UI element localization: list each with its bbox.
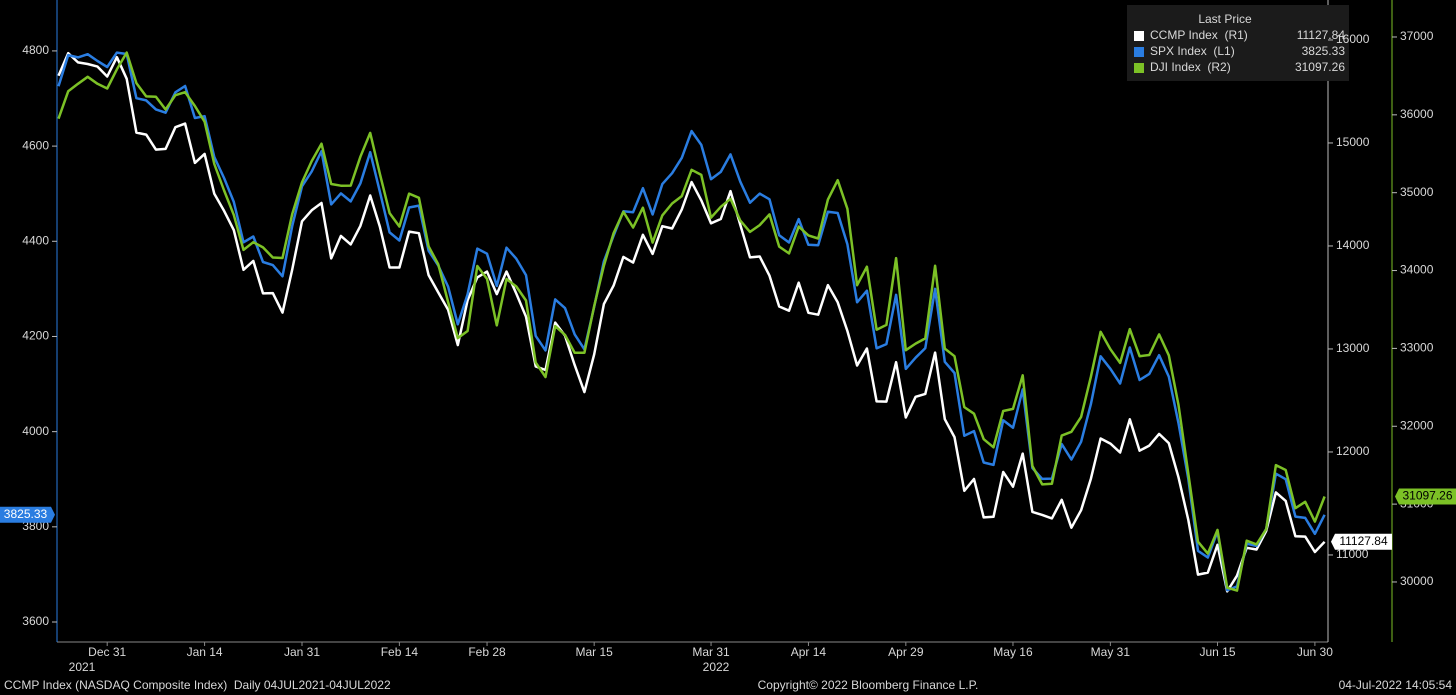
y2-tick-label: 11000 (1336, 547, 1369, 561)
series-line (57, 51, 1326, 593)
legend-title: Last Price (1198, 12, 1252, 26)
x-tick-label: Apr 14 (791, 645, 827, 659)
y2-tick-label: 12000 (1336, 444, 1370, 458)
y3-tick-label: 35000 (1400, 185, 1434, 199)
legend-value: 31097.26 (1295, 60, 1345, 74)
y-tick-label: 4200 (22, 329, 49, 343)
y2-tick-label: 14000 (1336, 238, 1370, 252)
series-line (57, 51, 1326, 592)
y-tick-label: 4000 (22, 424, 49, 438)
footer-left: CCMP Index (NASDAQ Composite Index) Dail… (4, 678, 391, 692)
last-price-tag (1395, 488, 1456, 505)
last-price-label: 11127.84 (1339, 534, 1388, 548)
footer-center: Copyright© 2022 Bloomberg Finance L.P. (758, 678, 979, 692)
legend-swatch (1134, 63, 1144, 73)
legend-label: CCMP Index (R1) (1150, 28, 1248, 42)
last-price-tag (1331, 533, 1392, 550)
legend-box (1127, 5, 1349, 81)
y-tick-label: 4400 (22, 233, 49, 247)
x-tick-label: Jun 30 (1297, 645, 1333, 659)
x-tick-label: Mar 31 (692, 645, 730, 659)
last-price-label: 3825.33 (4, 507, 48, 521)
y3-tick-label: 37000 (1400, 29, 1434, 43)
x-tick-label: Jun 15 (1199, 645, 1235, 659)
x-tick-label: Dec 31 (88, 645, 126, 659)
y3-tick-label: 34000 (1400, 263, 1434, 277)
y3-tick-label: 33000 (1400, 341, 1434, 355)
legend-swatch (1134, 47, 1144, 57)
y2-tick-label: 13000 (1336, 341, 1370, 355)
legend-value: 11127.84 (1297, 28, 1346, 42)
x-tick-label: Apr 29 (888, 645, 924, 659)
legend-label: SPX Index (L1) (1150, 44, 1235, 58)
y2-tick-label: 16000 (1336, 32, 1370, 46)
legend-label: DJI Index (R2) (1150, 60, 1231, 74)
y-tick-label: 4600 (22, 138, 49, 152)
year-label: 2021 (69, 660, 96, 674)
y2-tick-label: 15000 (1336, 135, 1370, 149)
x-tick-label: Jan 31 (284, 645, 320, 659)
last-price-label: 31097.26 (1402, 489, 1452, 503)
last-price-tag (0, 506, 55, 523)
y-tick-label: 3600 (22, 614, 49, 628)
legend-swatch (1134, 31, 1144, 41)
x-tick-label: Feb 14 (381, 645, 419, 659)
footer-right: 04-Jul-2022 14:05:54 (1339, 678, 1453, 692)
legend-value: 3825.33 (1302, 44, 1346, 58)
x-tick-label: May 31 (1091, 645, 1131, 659)
x-tick-label: May 16 (993, 645, 1033, 659)
x-tick-label: Feb 28 (468, 645, 506, 659)
x-tick-label: Mar 15 (575, 645, 613, 659)
series-line (57, 51, 1326, 592)
y3-tick-label: 30000 (1400, 574, 1434, 588)
y3-tick-label: 32000 (1400, 418, 1434, 432)
y3-tick-label: 36000 (1400, 107, 1434, 121)
year-label: 2022 (703, 660, 730, 674)
y-tick-label: 4800 (22, 43, 49, 57)
x-tick-label: Jan 14 (187, 645, 223, 659)
